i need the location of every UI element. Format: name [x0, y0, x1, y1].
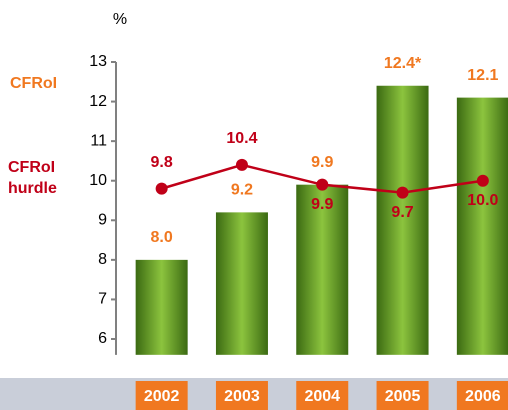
bar-value-label: 12.1	[467, 67, 498, 84]
line-value-label: 10.0	[467, 192, 498, 209]
bar-value-label: 12.4*	[384, 55, 422, 72]
line-value-label: 9.9	[311, 196, 333, 213]
y-tick-label: 11	[90, 132, 107, 149]
line-value-label: 10.4	[226, 130, 257, 147]
y-tick-label: 12	[89, 93, 107, 110]
y-tick-label: 8	[98, 251, 107, 268]
legend-label: CFRoI hurdle	[8, 159, 57, 197]
bar	[296, 184, 349, 355]
legend-label-line: hurdle	[8, 180, 57, 197]
category-box	[215, 381, 268, 410]
y-tick-label: 6	[98, 330, 107, 347]
line-point	[396, 186, 409, 199]
category-box	[376, 381, 429, 410]
line-point	[316, 178, 329, 191]
line-value-label: 9.7	[391, 204, 413, 221]
legend-label-line: CFRoI	[8, 159, 55, 176]
y-tick-label: 9	[98, 212, 107, 229]
bar	[215, 212, 268, 355]
bar	[135, 259, 188, 355]
x-tick-label: 2002	[144, 388, 180, 405]
x-tick-label: 2004	[304, 388, 340, 405]
unit-label: %	[113, 11, 127, 28]
line-point	[155, 182, 168, 195]
bar	[456, 97, 508, 355]
bar-value-label: 9.2	[231, 182, 253, 199]
line-point	[476, 174, 489, 187]
legend-label: CFRoI	[10, 75, 57, 92]
x-tick-label: 2003	[224, 388, 260, 405]
line-point	[235, 158, 248, 171]
bar-value-label: 8.0	[151, 229, 173, 246]
bar	[376, 85, 429, 355]
y-tick-label: 10	[89, 172, 107, 189]
y-tick-label: 13	[89, 53, 107, 70]
bar-value-label: 9.9	[311, 154, 333, 171]
x-tick-label: 2005	[385, 388, 421, 405]
x-tick-label: 2006	[465, 388, 501, 405]
category-box	[135, 381, 188, 410]
y-tick-label: 7	[98, 291, 107, 308]
category-box	[296, 381, 349, 410]
category-box	[456, 381, 508, 410]
line-value-label: 9.8	[151, 154, 173, 171]
